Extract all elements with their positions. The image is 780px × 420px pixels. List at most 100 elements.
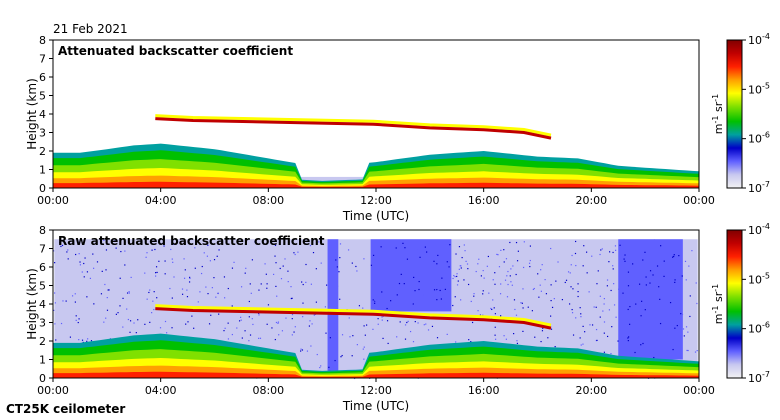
- noise-pixel: [275, 285, 277, 288]
- panel-title: Attenuated backscatter coefficient: [58, 44, 293, 58]
- unit-sup1: -1: [711, 306, 720, 314]
- noise-pixel: [595, 328, 598, 331]
- noise-pixel: [682, 328, 685, 330]
- y-tick-label: 7: [39, 243, 46, 256]
- noise-pixel: [231, 267, 234, 269]
- noise-pixel: [549, 315, 552, 317]
- noise-pixel: [612, 268, 614, 270]
- noise-pixel: [426, 251, 428, 253]
- noise-pixel: [512, 265, 514, 267]
- noise-pixel: [415, 280, 417, 283]
- noise-pixel: [589, 324, 591, 326]
- noise-pixel: [302, 316, 304, 318]
- noise-pixel: [603, 298, 605, 300]
- noise-pixel: [418, 285, 420, 288]
- noise-pixel: [227, 338, 230, 340]
- noise-pixel: [189, 277, 191, 279]
- noise-pixel: [446, 261, 448, 263]
- noise-pixel: [685, 326, 688, 328]
- noise-pixel: [629, 323, 631, 325]
- noise-pixel: [473, 295, 475, 297]
- y-tick-label: 5: [39, 280, 46, 293]
- noise-pixel: [540, 290, 542, 292]
- noise-pixel: [381, 316, 383, 318]
- noise-pixel: [376, 263, 378, 266]
- noise-pixel: [338, 271, 340, 273]
- noise-pixel: [339, 243, 342, 245]
- noise-pixel: [375, 300, 377, 302]
- noise-pixel: [513, 333, 515, 335]
- noise-pixel: [336, 285, 339, 287]
- noise-pixel: [499, 293, 502, 295]
- noise-pixel: [694, 351, 697, 353]
- noise-pixel: [406, 258, 409, 260]
- noise-pixel: [339, 298, 341, 300]
- noise-pixel: [633, 353, 635, 356]
- noise-pixel: [663, 275, 665, 277]
- noise-pixel: [151, 249, 153, 251]
- noise-pixel: [696, 350, 698, 352]
- colorbar-unit: m-1 sr-1: [711, 284, 725, 324]
- noise-pixel: [87, 338, 89, 340]
- panel-raw: Raw attenuated backscatter coefficient 0…: [25, 222, 770, 413]
- noise-pixel: [688, 265, 690, 267]
- noise-pixel: [610, 289, 612, 292]
- noise-pixel: [381, 291, 383, 293]
- noise-pixel: [681, 313, 684, 316]
- noise-pixel: [456, 284, 459, 286]
- y-tick-label: 5: [39, 90, 46, 103]
- noise-pixel: [413, 276, 415, 279]
- noise-pixel: [251, 318, 253, 320]
- noise-pixel: [207, 293, 209, 295]
- noise-pixel: [603, 351, 606, 353]
- noise-pixel: [248, 340, 250, 342]
- noise-pixel: [437, 254, 439, 257]
- noise-pixel: [418, 283, 420, 285]
- noise-pixel: [482, 290, 484, 292]
- unit-sup2: -1: [711, 94, 720, 102]
- noise-pixel: [67, 249, 69, 251]
- colorbar-tick-label: 10-7: [748, 370, 770, 385]
- noise-pixel: [75, 315, 77, 317]
- noise-pixel: [406, 321, 408, 324]
- noise-pixel: [183, 258, 185, 260]
- noise-pixel: [333, 323, 335, 325]
- noise-pixel: [227, 322, 229, 324]
- noise-pixel: [582, 343, 584, 345]
- colorbar-tick-label: 10-7: [748, 180, 770, 195]
- noise-pixel: [570, 286, 572, 288]
- y-tick-label: 6: [39, 71, 46, 84]
- noise-pixel: [164, 320, 167, 323]
- noise-pixel: [117, 312, 119, 314]
- x-tick-label: 16:00: [468, 194, 500, 207]
- noise-pixel: [540, 269, 542, 271]
- noise-pixel: [153, 308, 155, 311]
- noise-pixel: [431, 325, 434, 328]
- noise-pixel: [545, 293, 548, 295]
- noise-pixel: [334, 359, 336, 362]
- noise-pixel: [400, 273, 402, 275]
- noise-pixel: [522, 266, 525, 269]
- noise-pixel: [440, 286, 442, 288]
- noise-pixel: [444, 288, 446, 290]
- noise-pixel: [477, 263, 479, 265]
- noise-pixel: [436, 337, 439, 339]
- noise-pixel: [653, 356, 655, 359]
- noise-pixel: [93, 303, 95, 305]
- noise-pixel: [374, 300, 376, 302]
- noise-pixel: [414, 321, 416, 323]
- noise-pixel: [194, 247, 196, 249]
- noise-pixel: [658, 286, 660, 288]
- noise-pixel: [478, 258, 480, 260]
- noise-pixel: [425, 323, 427, 325]
- noise-pixel: [516, 340, 518, 342]
- noise-pixel: [199, 291, 201, 293]
- noise-pixel: [74, 293, 76, 295]
- noise-pixel: [200, 272, 203, 275]
- noise-pixel: [171, 297, 173, 299]
- noise-pixel: [433, 289, 436, 291]
- noise-pixel: [498, 266, 501, 268]
- noise-pixel: [608, 309, 611, 311]
- y-tick-label: 3: [39, 127, 46, 140]
- noise-pixel: [606, 279, 609, 281]
